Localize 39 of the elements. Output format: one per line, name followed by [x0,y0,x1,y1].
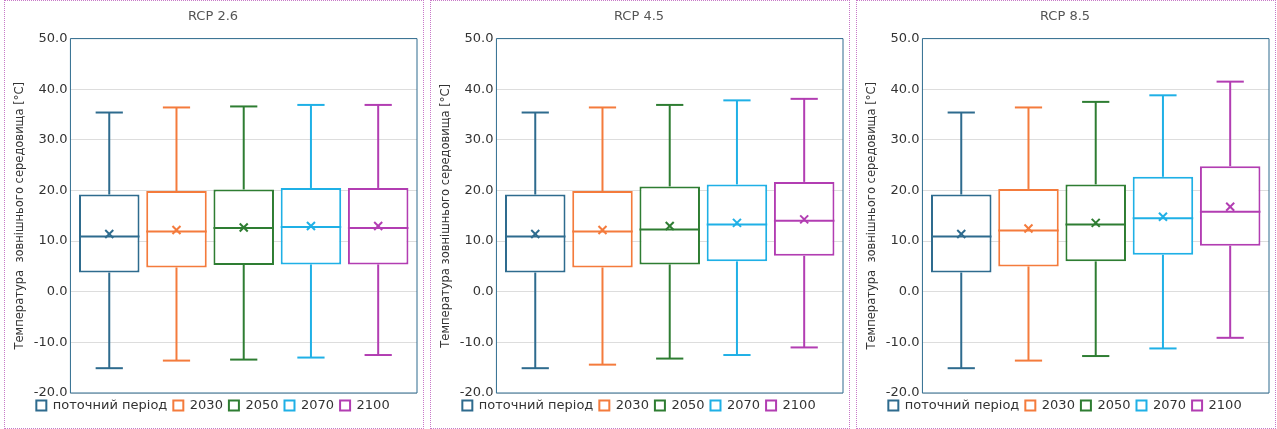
y-tick-label: 50.0 [38,29,68,45]
legend-label: 2070 [727,396,761,412]
legend-label: 2050 [1097,396,1131,412]
y-tick-label: 0.0 [898,283,920,299]
chart-title: RCP 2.6 [187,8,239,24]
y-axis-title: Температура зовнішнього середовища [°C] [863,82,878,351]
y-tick-label: 40.0 [890,80,920,96]
y-tick-label: -10.0 [459,333,494,349]
y-tick-label: 20.0 [38,181,68,197]
legend-label: 2100 [1208,396,1242,412]
y-tick-label: 40.0 [464,80,494,96]
y-tick-label: 30.0 [890,131,920,147]
y-tick-label: 20.0 [464,181,494,197]
y-tick-label: 10.0 [38,232,68,248]
y-tick-label: 0.0 [472,283,494,299]
legend-label: 2050 [245,396,279,412]
y-tick-label: 20.0 [890,181,920,197]
y-tick-label: 30.0 [38,131,68,147]
y-tick-label: 40.0 [38,80,68,96]
legend-label: 2070 [1153,396,1187,412]
y-tick-label: 10.0 [890,232,920,248]
legend-label: 2030 [615,396,649,412]
y-axis-title: Температура зовнішнього середовища [°C] [11,82,26,351]
y-tick-label: -10.0 [33,333,68,349]
y-tick-label: 10.0 [464,232,494,248]
chart-title: RCP 8.5 [1039,8,1091,24]
legend-label: 2030 [1041,396,1075,412]
y-axis-title: Температура зовнішнього середовища [°C] [437,83,452,349]
chart-title: RCP 4.5 [613,8,665,24]
legend-label: 2100 [356,396,390,412]
y-tick-label: 50.0 [464,29,494,45]
legend-label: 2070 [301,396,335,412]
legend-label: 2100 [782,396,816,412]
legend-label: 2030 [189,396,223,412]
y-tick-label: 50.0 [890,29,920,45]
y-tick-label: 30.0 [464,131,494,147]
y-tick-label: -10.0 [885,333,920,349]
legend-label: 2050 [671,396,705,412]
y-tick-label: 0.0 [46,283,68,299]
